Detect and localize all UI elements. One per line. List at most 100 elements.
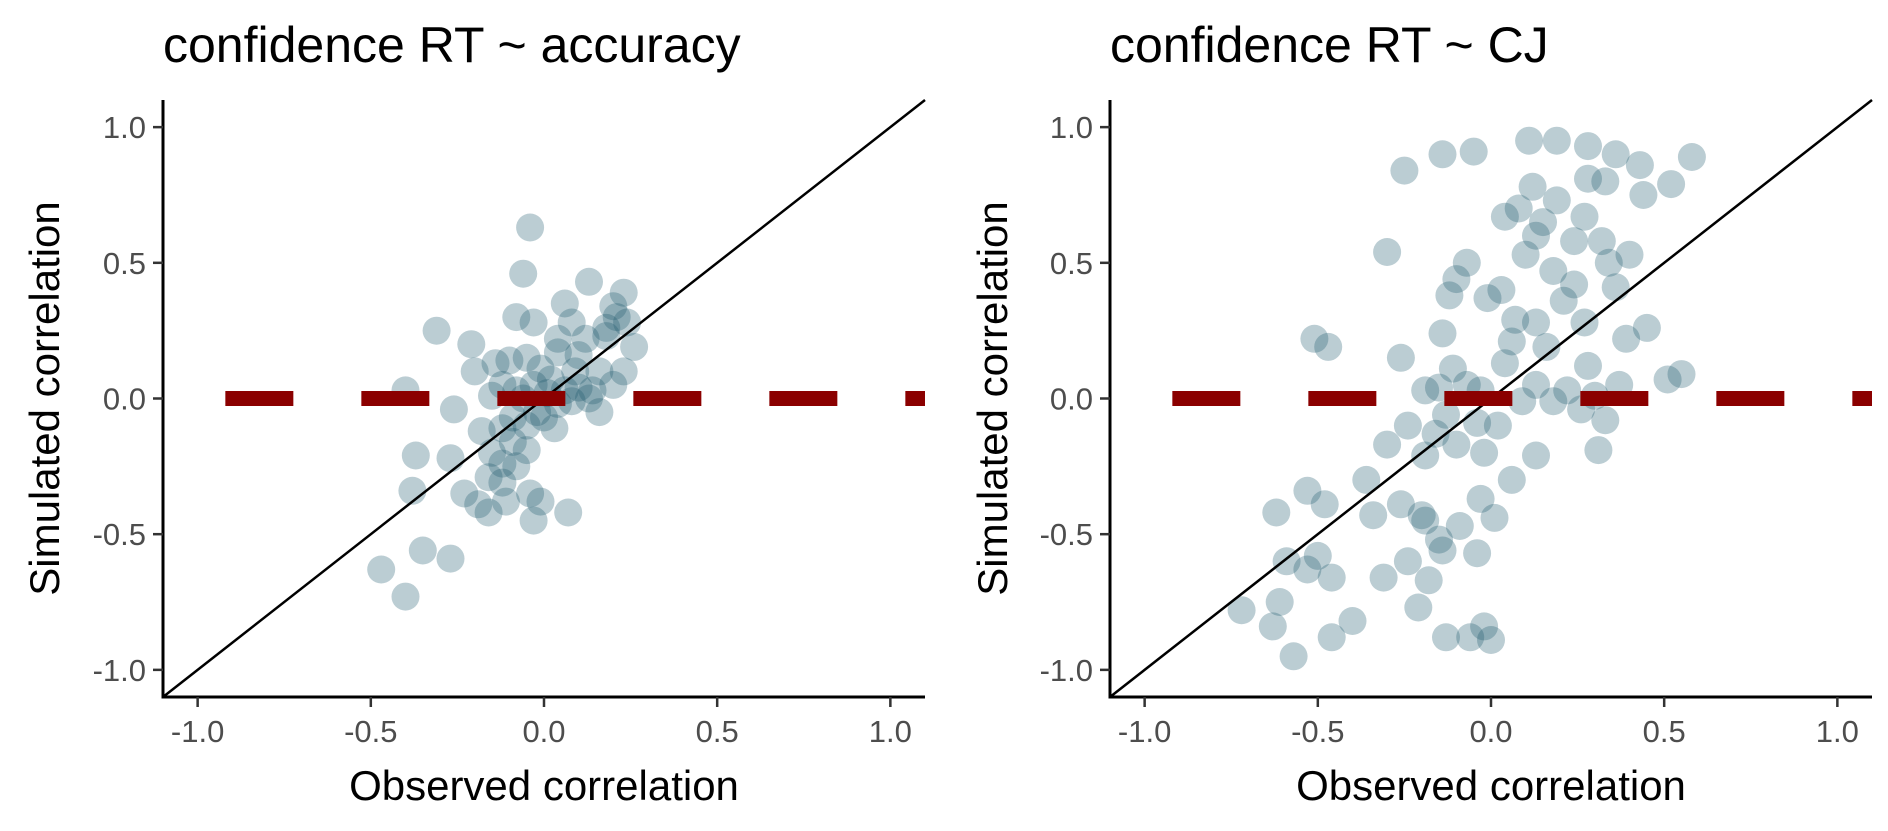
data-point bbox=[1442, 430, 1471, 459]
data-point bbox=[1549, 286, 1578, 315]
data-point bbox=[1445, 512, 1474, 540]
data-point bbox=[1293, 555, 1322, 584]
data-point bbox=[1532, 332, 1561, 361]
data-point bbox=[1677, 143, 1706, 171]
data-point bbox=[1442, 265, 1471, 294]
x-axis-title: Observed correlation bbox=[349, 762, 739, 809]
data-point bbox=[1463, 539, 1492, 568]
data-point bbox=[1522, 308, 1550, 337]
data-point bbox=[1386, 490, 1415, 519]
data-point bbox=[1574, 351, 1602, 380]
data-point bbox=[1470, 612, 1499, 641]
data-point bbox=[1560, 227, 1589, 256]
data-point bbox=[1473, 284, 1502, 313]
data-point bbox=[1560, 270, 1589, 299]
data-point bbox=[457, 330, 486, 359]
y-tick-label: 1.0 bbox=[1050, 110, 1093, 145]
data-point bbox=[557, 308, 586, 337]
data-point bbox=[1369, 563, 1398, 592]
data-point bbox=[436, 544, 465, 573]
data-point bbox=[609, 357, 638, 386]
data-point bbox=[495, 346, 524, 375]
y-tick-label: -0.5 bbox=[1040, 517, 1093, 552]
data-point bbox=[543, 324, 572, 353]
data-point bbox=[1338, 607, 1367, 635]
data-point bbox=[585, 398, 614, 427]
data-point bbox=[571, 324, 600, 353]
data-point bbox=[1310, 490, 1339, 519]
data-point bbox=[1477, 626, 1505, 654]
panel-accuracy: confidence RT ~ accuracy -1.0 -0.5 0.0 0.5 1… bbox=[21, 17, 926, 809]
data-point bbox=[1466, 484, 1495, 513]
y-tick-labels: -1.0 -0.5 0.0 0.5 1.0 bbox=[93, 110, 146, 688]
data-point bbox=[1529, 208, 1557, 237]
data-point bbox=[599, 370, 628, 399]
data-point bbox=[398, 476, 427, 505]
data-point bbox=[1522, 370, 1550, 399]
data-point bbox=[1504, 194, 1533, 223]
data-point bbox=[1615, 240, 1644, 269]
data-point bbox=[460, 357, 489, 386]
data-point bbox=[1601, 140, 1630, 169]
data-point bbox=[1539, 387, 1568, 416]
data-point bbox=[620, 332, 649, 361]
y-axis-title: Simulated correlation bbox=[21, 201, 68, 596]
data-point bbox=[1352, 465, 1381, 494]
data-point bbox=[564, 373, 593, 402]
data-point bbox=[575, 267, 603, 296]
data-point bbox=[1574, 164, 1602, 193]
data-point bbox=[1470, 438, 1499, 467]
x-tick-label: 0.5 bbox=[1643, 714, 1686, 749]
data-point bbox=[436, 444, 465, 473]
data-point bbox=[422, 316, 451, 345]
data-point bbox=[1432, 623, 1460, 652]
data-point bbox=[1421, 419, 1450, 448]
data-point bbox=[474, 498, 503, 527]
data-point bbox=[1438, 354, 1467, 383]
data-point bbox=[1414, 566, 1443, 595]
data-point bbox=[401, 441, 430, 470]
data-point bbox=[575, 384, 603, 413]
points-layer bbox=[1227, 126, 1706, 671]
data-point bbox=[585, 357, 614, 386]
panel-cj: confidence RT ~ CJ -1.0 -0.5 0.0 0.5 1.0 -1.… bbox=[969, 17, 1873, 809]
data-point bbox=[491, 487, 520, 516]
data-point bbox=[488, 468, 517, 497]
data-point bbox=[1522, 221, 1550, 250]
panel-title: confidence RT ~ CJ bbox=[1110, 17, 1549, 73]
data-point bbox=[1497, 327, 1526, 356]
data-point bbox=[1591, 167, 1620, 196]
data-point bbox=[1227, 596, 1256, 625]
y-tick-label: 1.0 bbox=[103, 110, 146, 145]
data-point bbox=[1501, 305, 1530, 334]
data-point bbox=[1359, 501, 1388, 530]
data-point bbox=[391, 582, 420, 611]
x-tick-label: -0.5 bbox=[1291, 714, 1344, 749]
data-point bbox=[488, 449, 517, 478]
data-point bbox=[1490, 202, 1519, 231]
data-point bbox=[509, 259, 538, 288]
data-point bbox=[1522, 441, 1550, 470]
x-tick-label: 1.0 bbox=[869, 714, 912, 749]
data-point bbox=[1574, 132, 1602, 161]
data-point bbox=[543, 338, 572, 367]
data-point bbox=[481, 349, 510, 378]
data-point bbox=[1428, 140, 1457, 169]
data-point bbox=[1594, 248, 1623, 277]
data-point bbox=[1425, 525, 1453, 554]
data-point bbox=[1393, 411, 1422, 440]
data-point bbox=[1542, 126, 1571, 155]
x-tick-label: 0.0 bbox=[1469, 714, 1512, 749]
y-tick-labels: -1.0 -0.5 0.0 0.5 1.0 bbox=[1040, 110, 1093, 688]
y-tick-label: 0.5 bbox=[1050, 246, 1093, 281]
data-point bbox=[1601, 273, 1630, 302]
data-point bbox=[599, 292, 628, 321]
axes-layer bbox=[1100, 100, 1872, 707]
y-tick-label: -0.5 bbox=[93, 517, 146, 552]
data-point bbox=[1428, 319, 1457, 348]
data-point bbox=[1411, 376, 1440, 405]
x-tick-label: -0.5 bbox=[344, 714, 397, 749]
data-point bbox=[1386, 343, 1415, 372]
data-point bbox=[1657, 170, 1686, 199]
